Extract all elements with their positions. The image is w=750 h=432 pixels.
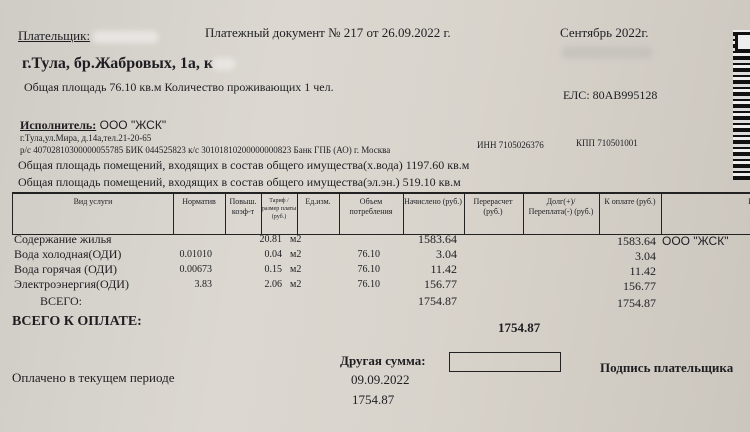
- table-header: Вид услуги Норматив Повыш. коэф-т Тариф …: [12, 192, 750, 235]
- row-norm: 3.83: [194, 279, 213, 290]
- row-service: Содержание жилья: [14, 232, 112, 246]
- redacted-account: [562, 43, 652, 61]
- els: ЕЛС: 80АВ995128: [563, 88, 658, 102]
- area-line: Общая площадь 76.10 кв.м Количество прож…: [24, 80, 334, 94]
- kpp: КПП 710501001: [576, 138, 638, 148]
- row-charged: 156.77: [424, 277, 457, 291]
- other-sum-field[interactable]: [449, 352, 561, 372]
- payer-address: г.Тула, бр.Жабровых, 1а, к: [22, 55, 236, 73]
- row-norm: 0.01010: [179, 249, 213, 260]
- paid-date: 09.09.2022: [351, 372, 410, 387]
- row-tariff: 0.15: [264, 264, 283, 275]
- period: Сентябрь 2022г.: [560, 25, 649, 40]
- signature-label: Подпись плательщика: [600, 360, 734, 375]
- row-volume: 76.10: [357, 279, 381, 290]
- row-recipient: ООО "ЖСК": [662, 234, 729, 248]
- total-label: ВСЕГО:: [40, 294, 82, 308]
- row-unit: м2: [290, 279, 302, 290]
- row-tariff: 2.06: [264, 279, 283, 290]
- row-volume: 76.10: [357, 249, 381, 260]
- row-topay: 1583.64: [617, 234, 656, 248]
- total-topay: 1754.87: [617, 296, 656, 310]
- row-unit: м2: [290, 264, 302, 275]
- paid-amount: 1754.87: [352, 392, 395, 407]
- row-unit: м2: [290, 234, 302, 245]
- inn: ИНН 7105026376: [477, 140, 544, 150]
- row-unit: м2: [290, 249, 302, 260]
- doc-title: Платежный документ № 217 от 26.09.2022 г…: [205, 25, 451, 40]
- executor-bank: р/с 40702810300000055785 БИК 044525823 к…: [20, 145, 391, 155]
- qr-code: [733, 30, 750, 180]
- row-topay: 11.42: [629, 264, 656, 278]
- other-sum-label: Другая сумма:: [340, 353, 426, 368]
- row-charged: 1583.64: [418, 232, 457, 246]
- common-area-electricity: Общая площадь помещений, входящих в сост…: [18, 175, 461, 189]
- row-tariff: 0.04: [264, 249, 283, 260]
- redacted-payer-name: [93, 31, 159, 44]
- row-tariff: 20.81: [259, 234, 283, 245]
- row-topay: 3.04: [635, 249, 656, 263]
- total-charged: 1754.87: [418, 294, 457, 308]
- grand-total: 1754.87: [498, 320, 541, 335]
- row-topay: 156.77: [623, 279, 656, 293]
- executor-address: г.Тула,ул.Мира, д.14а,тел.21-20-65: [20, 133, 152, 143]
- paid-label: Оплачено в текущем периоде: [12, 370, 175, 385]
- row-charged: 3.04: [436, 247, 457, 261]
- payer-label: Плательщик:: [18, 28, 159, 44]
- row-service: Вода горячая (ОДИ): [14, 262, 118, 276]
- row-volume: 76.10: [357, 264, 381, 275]
- grand-total-label: ВСЕГО К ОПЛАТЕ:: [12, 314, 142, 329]
- executor: Исполнитель: ООО "ЖСК": [20, 118, 167, 132]
- row-charged: 11.42: [430, 262, 457, 276]
- common-area-water: Общая площадь помещений, входящих в сост…: [18, 158, 470, 172]
- row-norm: 0.00673: [179, 264, 213, 275]
- row-service: Вода холодная(ОДИ): [14, 247, 122, 261]
- row-service: Электроэнергия(ОДИ): [14, 277, 129, 291]
